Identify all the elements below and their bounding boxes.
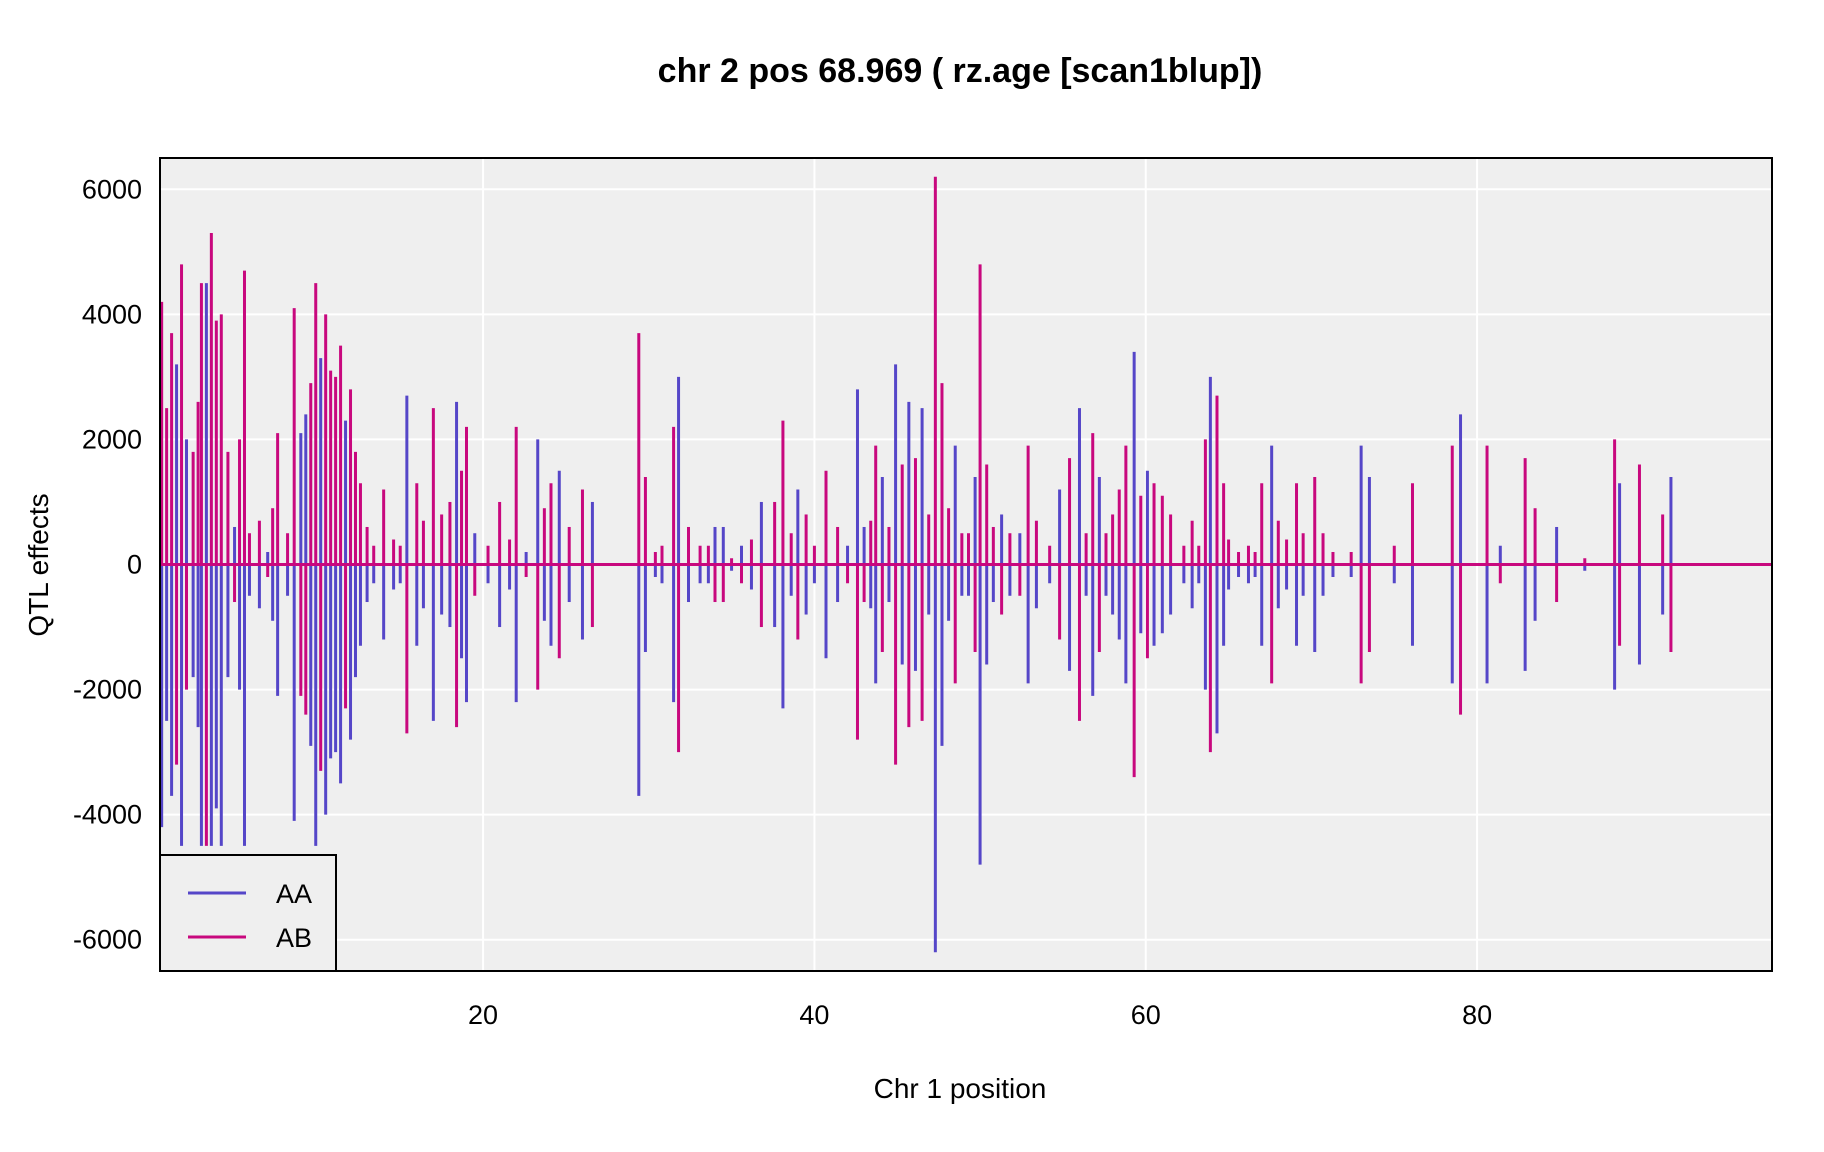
series-layer	[160, 176, 1772, 953]
plot-border	[159, 157, 1773, 972]
y-tick-label: -2000	[73, 675, 142, 705]
series-AB	[160, 176, 1772, 846]
legend-box	[159, 854, 337, 972]
x-tick-label: 80	[1462, 1000, 1492, 1030]
y-tick-label: 2000	[82, 424, 142, 454]
y-tick-label: -4000	[73, 800, 142, 830]
y-tick-label: 0	[127, 550, 142, 580]
legend: AA AB	[159, 854, 337, 972]
chart-title: chr 2 pos 68.969 ( rz.age [scan1blup])	[658, 52, 1263, 90]
x-tick-label: 40	[799, 1000, 829, 1030]
x-tick-label: 20	[468, 1000, 498, 1030]
x-axis-ticks: 20 40 60 80	[468, 1000, 1492, 1030]
y-axis-label: QTL effects	[23, 493, 54, 636]
y-tick-label: 4000	[82, 299, 142, 329]
x-tick-label: 60	[1131, 1000, 1161, 1030]
legend-label-AA: AA	[276, 879, 312, 909]
x-axis-label: Chr 1 position	[874, 1073, 1047, 1104]
y-axis-ticks: -6000 -4000 -2000 0 2000 4000 6000	[73, 174, 142, 954]
legend-label-AB: AB	[276, 923, 312, 953]
y-tick-label: 6000	[82, 174, 142, 204]
y-tick-label: -6000	[73, 925, 142, 955]
